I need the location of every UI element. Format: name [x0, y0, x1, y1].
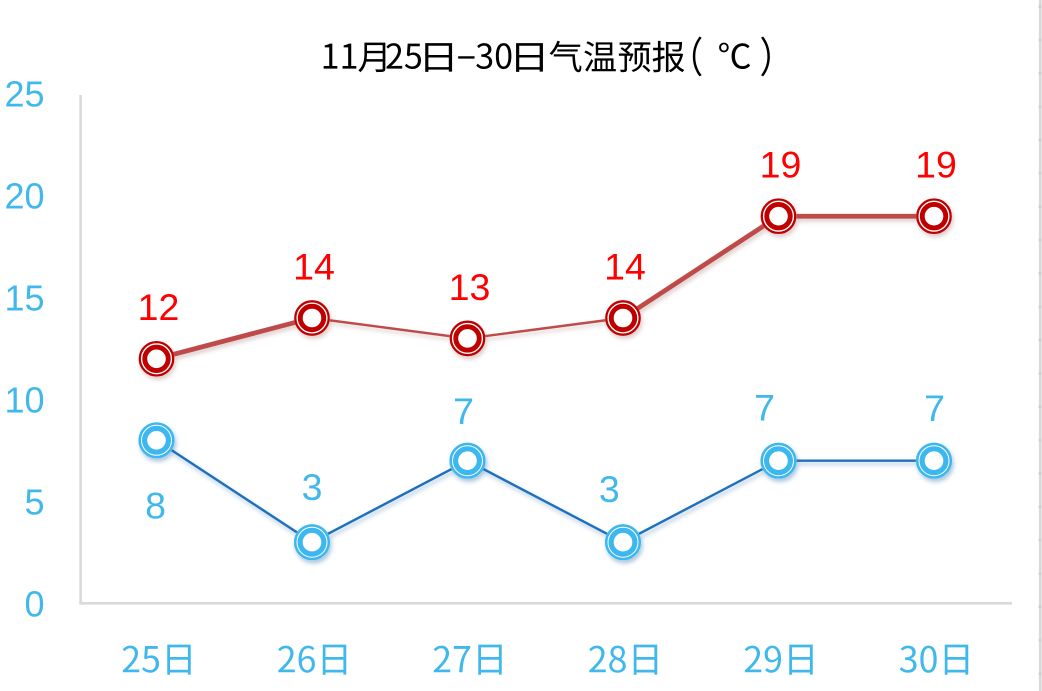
svg-text:7: 7 [453, 390, 474, 432]
svg-text:19: 19 [760, 144, 802, 186]
svg-text:3: 3 [302, 466, 323, 508]
svg-text:12: 12 [138, 286, 180, 328]
svg-text:0: 0 [24, 584, 44, 625]
svg-text:20: 20 [4, 176, 44, 217]
svg-text:8: 8 [145, 484, 166, 526]
svg-text:15: 15 [4, 278, 44, 319]
svg-text:14: 14 [293, 245, 335, 287]
svg-text:25: 25 [4, 74, 44, 115]
svg-text:5: 5 [24, 482, 44, 523]
svg-text:7: 7 [754, 387, 775, 429]
svg-text:3: 3 [599, 468, 620, 510]
svg-text:19: 19 [915, 144, 957, 186]
svg-text:7: 7 [924, 387, 945, 429]
svg-text:13: 13 [449, 266, 491, 308]
svg-text:14: 14 [604, 245, 646, 287]
svg-text:10: 10 [4, 380, 44, 421]
